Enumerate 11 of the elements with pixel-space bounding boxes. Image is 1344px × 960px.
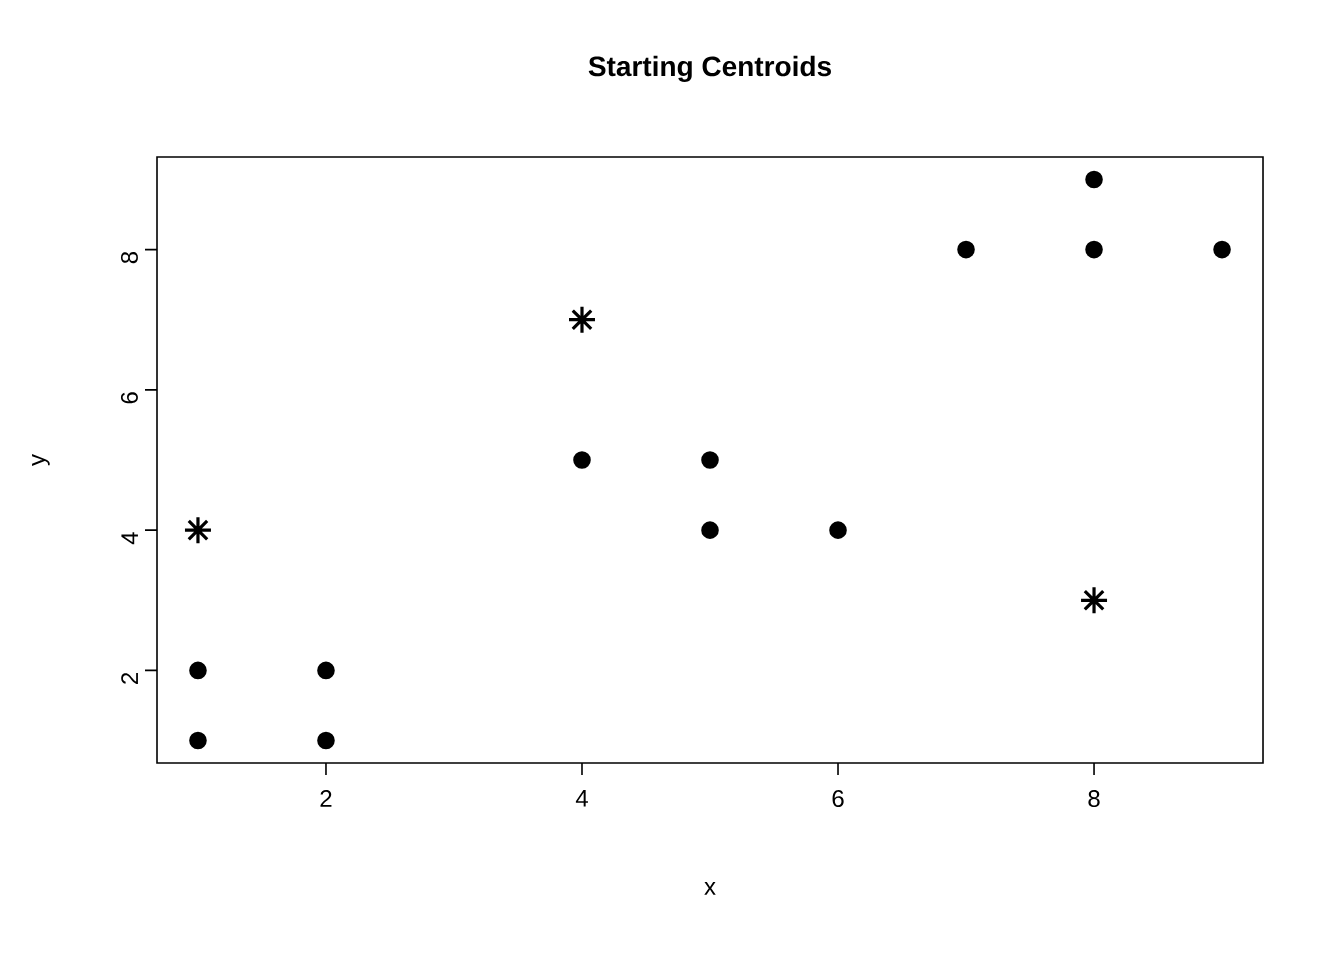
y-tick-label: 2	[121, 672, 138, 684]
y-tick-label: 4	[121, 532, 138, 545]
y-tick-label: 8	[120, 251, 138, 264]
y-tick-label: 6	[120, 392, 138, 404]
x-tick-label: 8	[1088, 790, 1100, 808]
x-tick-label: 6	[832, 790, 844, 808]
x-tick-label: 2	[320, 790, 332, 807]
x-axis-title: x	[704, 882, 716, 895]
chart-title: Starting Centroids	[588, 55, 831, 82]
x-tick-label: 4	[575, 790, 588, 807]
y-axis-title: y	[32, 454, 50, 466]
